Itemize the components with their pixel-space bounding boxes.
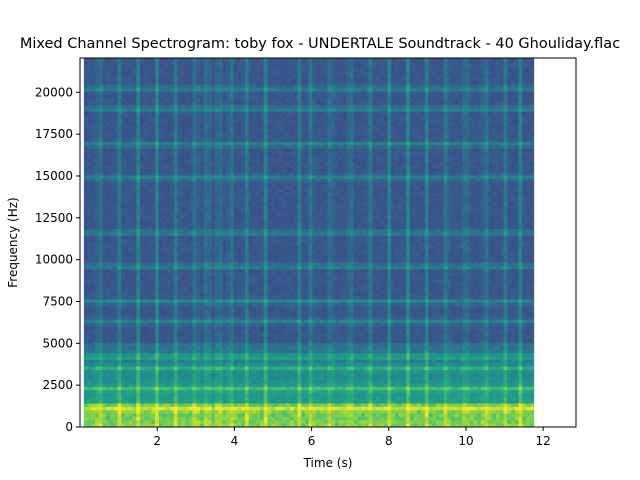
y-tick-label: 17500 — [35, 127, 73, 141]
x-axis: 2 4 6 8 10 12 — [153, 427, 551, 448]
y-tick-label: 5000 — [42, 336, 73, 350]
y-tick-label: 0 — [65, 420, 73, 434]
y-tick-label: 7500 — [42, 294, 73, 308]
y-tick-label: 2500 — [42, 378, 73, 392]
y-tick-label: 12500 — [35, 211, 73, 225]
x-tick-label: 6 — [308, 434, 316, 448]
x-tick-label: 4 — [231, 434, 239, 448]
x-tick-label: 2 — [153, 434, 161, 448]
y-tick-label: 15000 — [35, 169, 73, 183]
plot-frame — [79, 57, 577, 428]
x-tick-label: 10 — [458, 434, 473, 448]
y-axis: 0 2500 5000 7500 10000 12500 15000 17500 20000 — [35, 85, 80, 434]
y-axis-label: Frequency (Hz) — [6, 197, 20, 288]
chart-title: Mixed Channel Spectrogram: toby fox - UN… — [20, 36, 620, 52]
x-tick-label: 8 — [385, 434, 393, 448]
x-axis-label: Time (s) — [303, 456, 353, 470]
y-tick-label: 20000 — [35, 85, 73, 99]
x-tick-label: 12 — [536, 434, 551, 448]
y-tick-label: 10000 — [35, 253, 73, 267]
spectrogram-heatmap — [83, 58, 535, 427]
plot-area — [83, 58, 535, 427]
